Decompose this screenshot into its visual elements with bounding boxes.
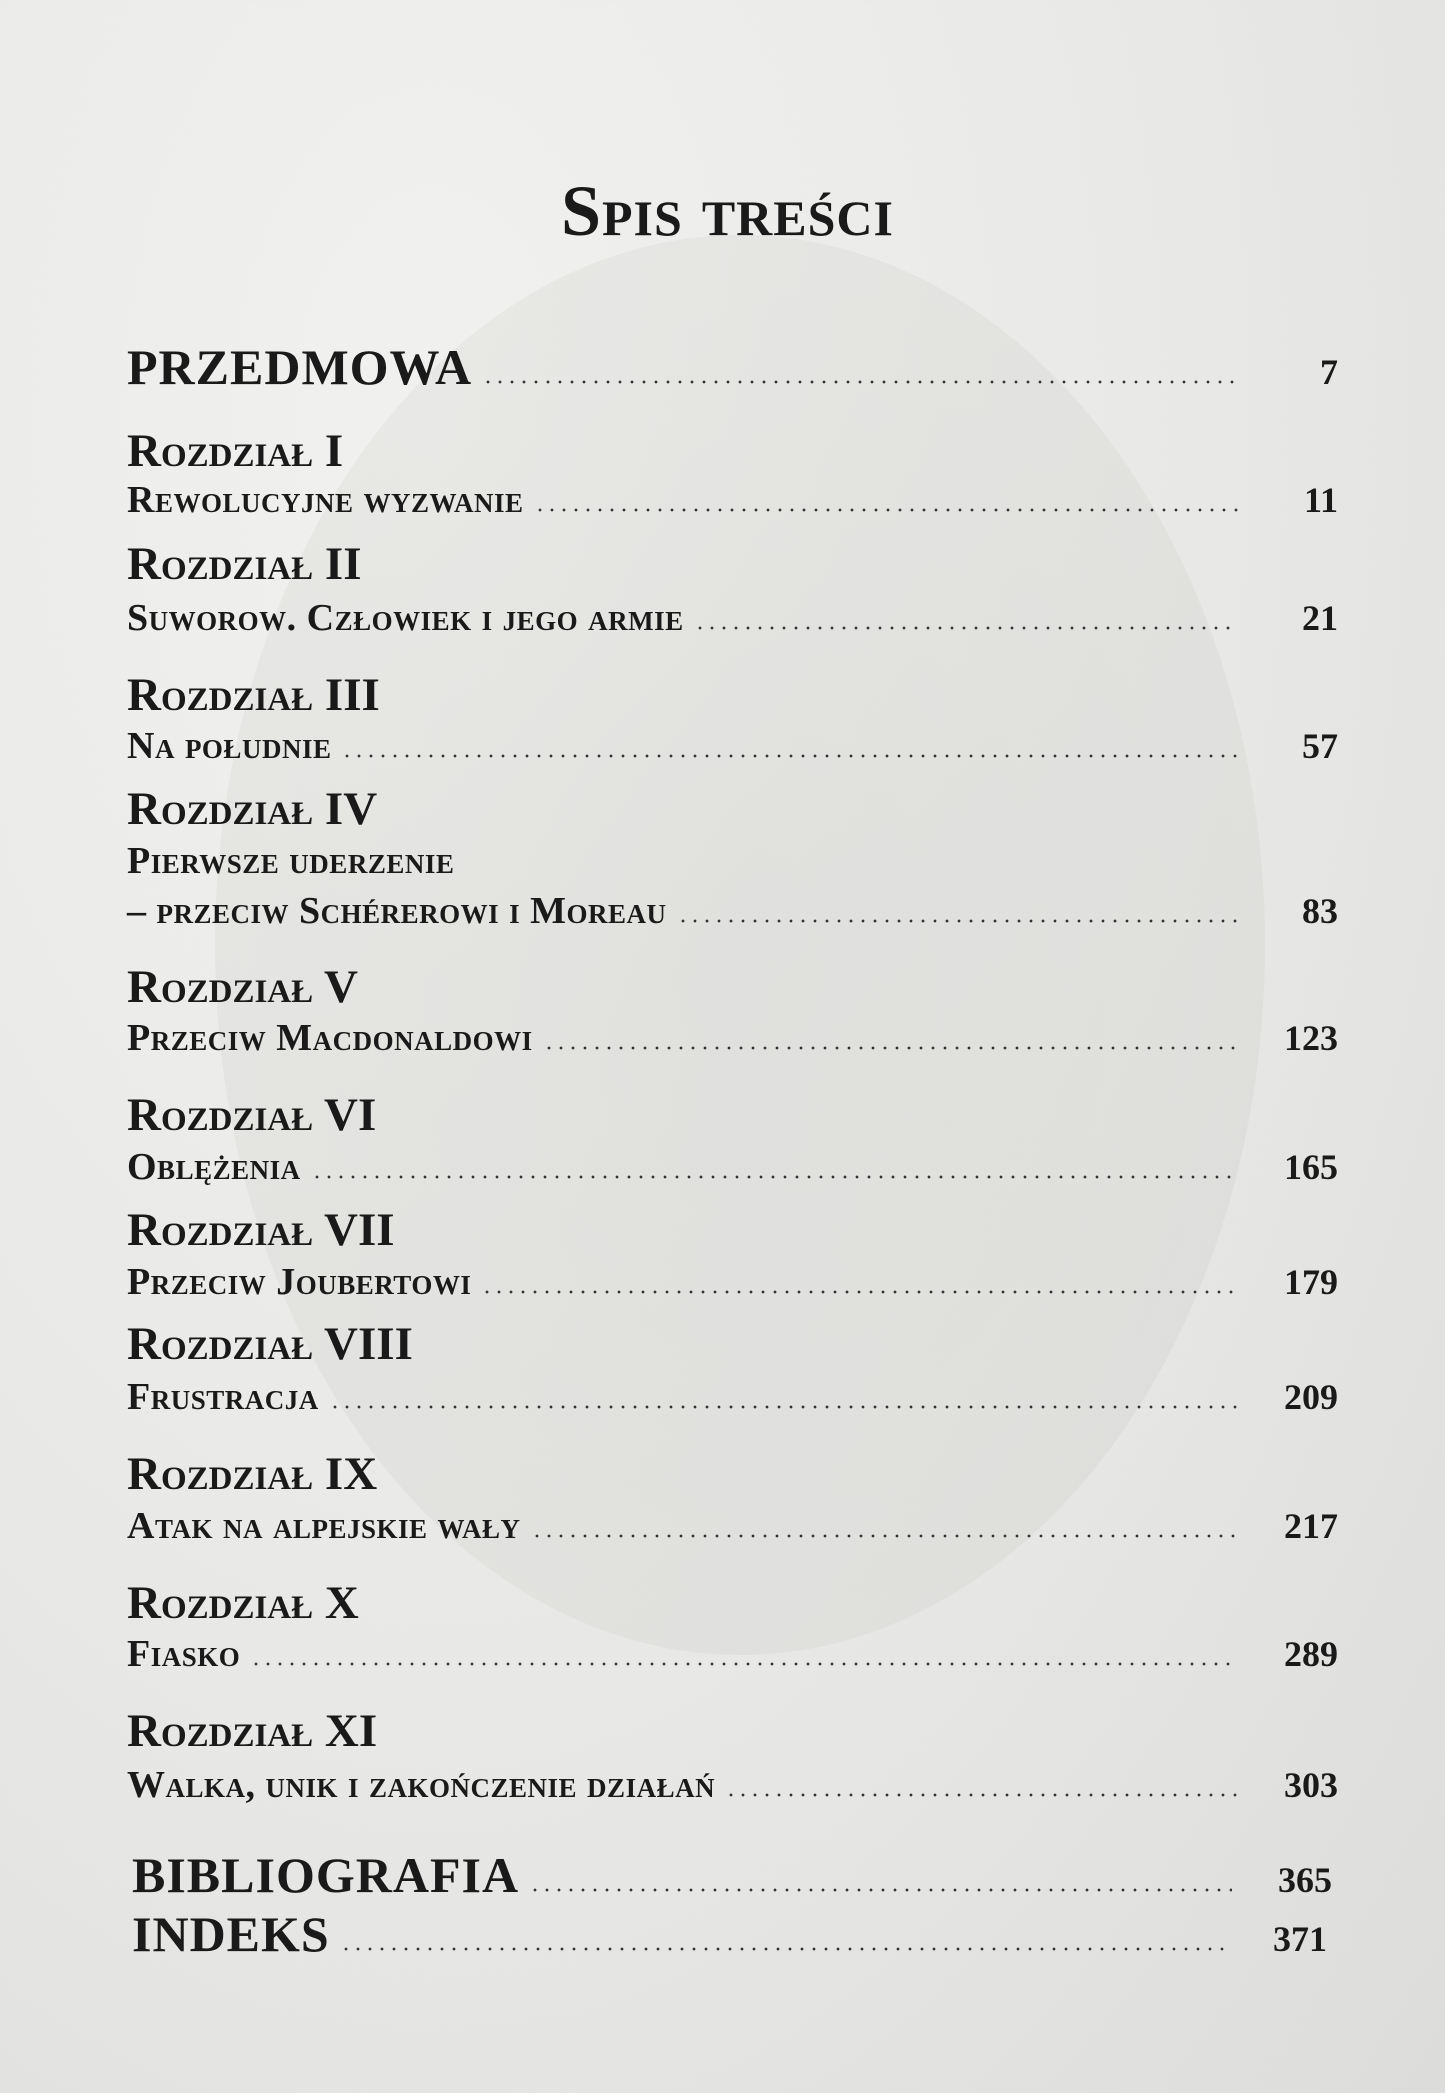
- toc-entry-chapter[interactable]: Frustracja 209: [127, 1375, 1338, 1419]
- chapter-title: Fiasko: [127, 1633, 241, 1675]
- page-number: 83: [1302, 891, 1338, 931]
- dot-leader: [250, 1662, 1238, 1666]
- page-number: 57: [1302, 726, 1338, 766]
- page-number: 217: [1284, 1506, 1338, 1546]
- dot-leader: [529, 1888, 1232, 1892]
- chapter-title: Suworow. Człowiek i jego armie: [127, 597, 684, 639]
- entry-label: PRZEDMOWA: [127, 339, 473, 395]
- chapter-title: Frustracja: [127, 1376, 319, 1418]
- page-number: 21: [1302, 598, 1338, 638]
- toc-entry-chapter[interactable]: – przeciw Schérerowi i Moreau 83: [127, 889, 1338, 933]
- chapter-title: Na południe: [127, 725, 332, 767]
- toc-entry-chapter[interactable]: Rewolucyjne wyzwanie 11: [127, 478, 1338, 522]
- toc-entry-chapter[interactable]: Oblężenia 165: [127, 1145, 1338, 1189]
- dot-leader: [328, 1405, 1238, 1409]
- chapter-label: Rozdział X: [127, 1577, 359, 1629]
- page-number: 365: [1278, 1860, 1332, 1900]
- toc-entry-chapter[interactable]: Atak na alpejskie wały 217: [127, 1504, 1338, 1548]
- entry-label: BIBLIOGRAFIA: [132, 1847, 520, 1903]
- page-number: 165: [1284, 1147, 1338, 1187]
- chapter-title: Atak na alpejskie wały: [127, 1505, 521, 1547]
- dot-leader: [339, 1947, 1227, 1951]
- chapter-label: Rozdział VI: [127, 1089, 377, 1141]
- toc-entry-chapter[interactable]: Przeciw Macdonaldowi 123: [127, 1016, 1338, 1060]
- toc-entry-chapter[interactable]: Na południe 57: [127, 724, 1338, 768]
- page-number: 179: [1284, 1262, 1338, 1302]
- toc-entry-preface[interactable]: PRZEDMOWA 7: [127, 338, 1338, 396]
- page-title: Spis treści: [560, 171, 895, 251]
- toc-entry-chapter[interactable]: Przeciw Joubertowi 179: [127, 1260, 1338, 1304]
- toc-entry-chapter[interactable]: Walka, unik i zakończenie działań 303: [127, 1763, 1338, 1807]
- chapter-title: – przeciw Schérerowi i Moreau: [127, 890, 667, 932]
- toc-entry-chapter[interactable]: Fiasko 289: [127, 1632, 1338, 1676]
- toc-entry-index[interactable]: INDEKS 371: [132, 1905, 1327, 1963]
- dot-leader: [533, 508, 1238, 512]
- dot-leader: [481, 1290, 1238, 1294]
- dot-leader: [482, 380, 1238, 384]
- chapter-title: Rewolucyjne wyzwanie: [127, 479, 524, 521]
- page-number: 371: [1273, 1919, 1327, 1959]
- page-number: 303: [1284, 1765, 1338, 1805]
- dot-leader: [530, 1534, 1238, 1538]
- dot-leader: [542, 1046, 1238, 1050]
- chapter-label: Rozdział IV: [127, 783, 378, 835]
- dot-leader: [693, 626, 1238, 630]
- chapter-label: Rozdział VII: [127, 1204, 395, 1256]
- dot-leader: [725, 1793, 1238, 1797]
- chapter-title-line1: Pierwsze uderzenie: [127, 840, 455, 882]
- page-number: 123: [1284, 1018, 1338, 1058]
- chapter-label: Rozdział V: [127, 961, 358, 1013]
- toc-entry-chapter[interactable]: Suworow. Człowiek i jego armie 21: [127, 596, 1338, 640]
- page-number: 11: [1303, 480, 1338, 520]
- page-number: 209: [1284, 1377, 1338, 1417]
- page-number: 7: [1320, 352, 1338, 392]
- chapter-title: Przeciw Macdonaldowi: [127, 1017, 533, 1059]
- dot-leader: [676, 919, 1238, 923]
- chapter-title: Oblężenia: [127, 1146, 301, 1188]
- background-portrait-watermark: [215, 235, 1265, 1655]
- chapter-title: Przeciw Joubertowi: [127, 1261, 472, 1303]
- toc-entry-bibliography[interactable]: BIBLIOGRAFIA 365: [132, 1846, 1332, 1904]
- page-number: 289: [1284, 1634, 1338, 1674]
- entry-label: INDEKS: [132, 1906, 330, 1962]
- chapter-label: Rozdział I: [127, 425, 344, 477]
- chapter-title: Walka, unik i zakończenie działań: [127, 1764, 716, 1806]
- chapter-label: Rozdział XI: [127, 1705, 378, 1757]
- chapter-label: Rozdział IX: [127, 1448, 378, 1500]
- dot-leader: [310, 1175, 1238, 1179]
- chapter-label: Rozdział VIII: [127, 1318, 413, 1370]
- dot-leader: [341, 754, 1238, 758]
- chapter-label: Rozdział III: [127, 669, 380, 721]
- chapter-label: Rozdział II: [127, 538, 362, 590]
